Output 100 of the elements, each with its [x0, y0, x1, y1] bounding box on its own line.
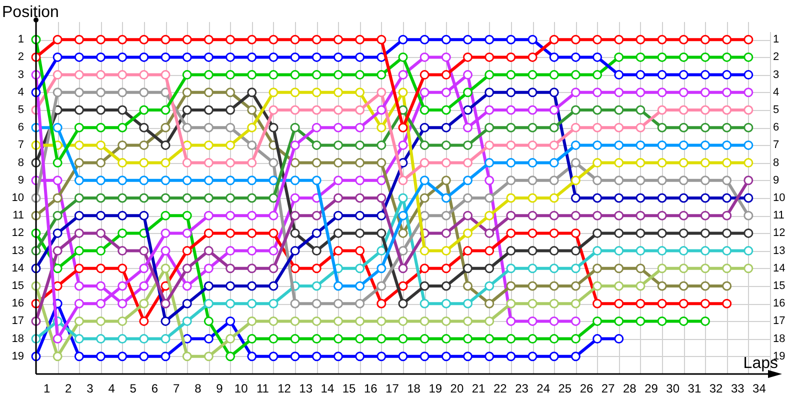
y2-tick-label: 13	[773, 244, 786, 257]
x-tick-label: 2	[65, 382, 72, 396]
y-tick-label: 10	[12, 192, 24, 204]
point	[52, 210, 62, 220]
point	[398, 34, 408, 44]
point	[355, 281, 365, 291]
point	[290, 352, 300, 362]
point	[592, 316, 602, 326]
point	[614, 210, 624, 220]
x-tick-label: 7	[172, 382, 180, 396]
point	[52, 176, 62, 186]
point	[312, 122, 322, 132]
point	[204, 352, 214, 362]
point	[528, 316, 538, 326]
point	[226, 34, 236, 44]
point	[290, 193, 300, 203]
point	[118, 105, 128, 115]
point	[398, 70, 408, 80]
point	[420, 34, 430, 44]
point	[420, 176, 430, 186]
point	[333, 88, 343, 98]
point	[226, 70, 236, 80]
point	[268, 352, 278, 362]
y2-tick-label: 6	[773, 122, 780, 134]
point	[506, 228, 516, 238]
point	[96, 210, 106, 220]
point	[657, 70, 667, 80]
point	[333, 281, 343, 291]
point	[441, 88, 451, 98]
point	[118, 70, 128, 80]
point	[657, 228, 667, 238]
point	[96, 193, 106, 203]
point	[700, 88, 710, 98]
point	[139, 352, 149, 362]
point	[636, 316, 646, 326]
y-tick-label: 16	[12, 298, 24, 310]
point	[744, 246, 754, 256]
point	[549, 352, 559, 362]
point	[160, 158, 170, 168]
point	[657, 316, 667, 326]
point	[700, 298, 710, 308]
point	[722, 193, 732, 203]
point	[420, 105, 430, 115]
point	[506, 264, 516, 274]
point	[398, 334, 408, 344]
point	[96, 334, 106, 344]
point	[74, 193, 84, 203]
point	[247, 316, 257, 326]
y-tick-label: 13	[12, 244, 24, 257]
point	[312, 52, 322, 62]
point	[744, 88, 754, 98]
point	[139, 70, 149, 80]
point	[355, 334, 365, 344]
x-tick-label: 32	[709, 382, 724, 396]
point	[549, 298, 559, 308]
point	[592, 210, 602, 220]
point	[376, 140, 386, 150]
point	[74, 228, 84, 238]
point	[96, 352, 106, 362]
x-tick-label: 4	[108, 382, 116, 396]
point	[204, 176, 214, 186]
x-tick-label: 5	[130, 382, 137, 396]
point	[182, 316, 192, 326]
point	[247, 70, 257, 80]
point	[398, 264, 408, 274]
point	[463, 70, 473, 80]
point	[118, 281, 128, 291]
point	[118, 352, 128, 362]
point	[139, 52, 149, 62]
point	[247, 140, 257, 150]
point	[614, 264, 624, 274]
point	[118, 264, 128, 274]
point	[678, 281, 688, 291]
point	[290, 264, 300, 274]
point	[96, 281, 106, 291]
point	[74, 70, 84, 80]
x-tick-label: 23	[515, 382, 529, 396]
point	[290, 298, 300, 308]
point	[160, 298, 170, 308]
point	[160, 193, 170, 203]
point	[376, 122, 386, 132]
point	[268, 34, 278, 44]
point	[722, 105, 732, 115]
point	[312, 352, 322, 362]
point	[657, 105, 667, 115]
point	[312, 88, 322, 98]
point	[268, 334, 278, 344]
point	[484, 298, 494, 308]
y2-tick-label: 12	[773, 227, 786, 240]
y2-tick-label: 10	[773, 192, 786, 204]
point	[204, 70, 214, 80]
point	[549, 246, 559, 256]
point	[52, 52, 62, 62]
point	[398, 122, 408, 132]
point	[506, 140, 516, 150]
point	[74, 298, 84, 308]
point	[420, 52, 430, 62]
point	[722, 176, 732, 186]
point	[139, 281, 149, 291]
x-tick-label: 28	[622, 382, 637, 396]
